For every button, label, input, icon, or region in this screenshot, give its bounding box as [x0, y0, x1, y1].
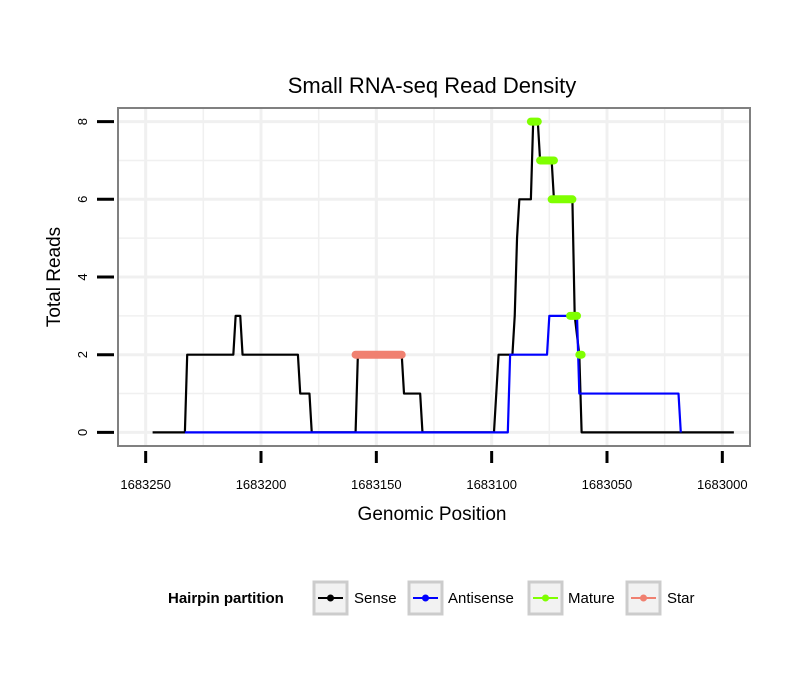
legend-key-point-antisense — [422, 594, 429, 602]
x-tick-label: 1683150 — [351, 477, 402, 492]
x-tick-label: 1683050 — [582, 477, 633, 492]
legend-label-mature: Mature — [568, 590, 615, 607]
x-axis-label: Genomic Position — [358, 504, 507, 525]
y-tick-label: 2 — [75, 351, 90, 358]
legend-label-sense: Sense — [354, 590, 397, 607]
legend-item-antisense: Antisense — [407, 580, 514, 616]
y-axis: 0 2 4 6 8 — [75, 118, 114, 436]
x-axis: 1683250 1683200 1683150 1683100 1683050 16830… — [120, 451, 748, 492]
y-tick-label: 8 — [75, 118, 90, 125]
legend: Hairpin partition Sense Antisense Mature St… — [168, 580, 695, 616]
legend-key-point-star — [640, 594, 647, 602]
series-line-antisense — [184, 314, 682, 434]
legend-key-point-mature — [542, 594, 549, 602]
legend-label-antisense: Antisense — [448, 590, 514, 607]
x-tick-label: 1683250 — [120, 477, 171, 492]
series-layer — [152, 117, 734, 434]
y-axis-label: Total Reads — [44, 227, 65, 327]
chart-title: Small RNA-seq Read Density — [288, 73, 577, 98]
y-tick-label: 6 — [75, 196, 90, 203]
legend-item-sense: Sense — [312, 580, 397, 616]
legend-title: Hairpin partition — [168, 590, 284, 607]
legend-key-point-sense — [327, 594, 334, 602]
legend-label-star: Star — [667, 590, 695, 607]
x-tick-label: 1683100 — [466, 477, 517, 492]
x-tick-label: 1683000 — [697, 477, 748, 492]
legend-item-mature: Mature — [527, 580, 615, 616]
y-tick-label: 4 — [75, 273, 90, 280]
legend-item-star: Star — [625, 580, 695, 616]
x-tick-label: 1683200 — [236, 477, 287, 492]
y-tick-label: 0 — [75, 429, 90, 436]
